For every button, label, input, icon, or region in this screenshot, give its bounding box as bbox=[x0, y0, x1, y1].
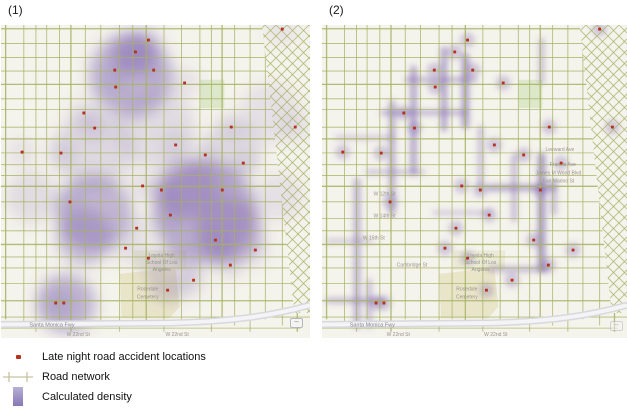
map-attribution-icon: – bbox=[610, 321, 623, 331]
svg-text:Cemetery: Cemetery bbox=[456, 295, 478, 301]
legend: Late night road accident locations Road … bbox=[0, 347, 206, 407]
svg-text:Cemetery: Cemetery bbox=[137, 295, 159, 301]
svg-text:Loyola High: Loyola High bbox=[148, 253, 175, 259]
panel-kernel-density: (1) Loyola High School Of Los Angeles Rosed… bbox=[1, 0, 310, 340]
freeway bbox=[322, 301, 627, 329]
legend-label-accidents: Late night road accident locations bbox=[42, 350, 206, 363]
svg-text:Francis Ave: Francis Ave bbox=[550, 162, 576, 168]
legend-item-density: Calculated density bbox=[0, 387, 206, 406]
svg-text:Santa Monica Fwy: Santa Monica Fwy bbox=[29, 323, 74, 329]
svg-text:Santa Monica Fwy: Santa Monica Fwy bbox=[350, 323, 395, 329]
svg-text:Loyola High: Loyola High bbox=[467, 253, 494, 259]
svg-text:Angeles: Angeles bbox=[472, 267, 491, 273]
svg-text:W 22nd St: W 22nd St bbox=[484, 332, 508, 338]
panel-2-label: (2) bbox=[329, 3, 344, 17]
panel-1-label: (1) bbox=[8, 3, 23, 17]
svg-text:Leeward Ave: Leeward Ave bbox=[545, 147, 574, 153]
svg-text:W 15th St: W 15th St bbox=[363, 235, 386, 241]
road-line-icon bbox=[0, 370, 36, 384]
svg-text:Rosedale: Rosedale bbox=[137, 286, 158, 292]
map-attribution-icon: – bbox=[290, 318, 303, 328]
svg-text:Cambridge St: Cambridge St bbox=[397, 263, 428, 269]
svg-text:School Of Los: School Of Los bbox=[465, 260, 497, 266]
svg-text:San Marino St: San Marino St bbox=[543, 178, 575, 184]
svg-text:W 22nd St: W 22nd St bbox=[387, 332, 411, 338]
road-network-layer bbox=[1, 25, 310, 332]
svg-text:Rosedale: Rosedale bbox=[456, 286, 477, 292]
svg-text:School Of Los: School Of Los bbox=[146, 260, 178, 266]
svg-text:W 22nd St: W 22nd St bbox=[67, 332, 91, 338]
svg-text:Angeles: Angeles bbox=[153, 267, 172, 273]
svg-text:James M Wood Blvd: James M Wood Blvd bbox=[535, 170, 581, 176]
accident-point-icon bbox=[0, 354, 36, 359]
road-network-layer bbox=[322, 25, 627, 332]
legend-label-density: Calculated density bbox=[42, 390, 132, 403]
kernel-density-map: Loyola High School Of Los Angeles Rosedale C… bbox=[1, 25, 310, 338]
freeway bbox=[1, 301, 310, 329]
svg-text:W 12th St: W 12th St bbox=[374, 192, 397, 198]
panel-network-density: (2) Loyola High School Of Los Angeles Rosed… bbox=[322, 0, 627, 340]
accident-points-layer bbox=[20, 27, 297, 305]
density-swatch-icon bbox=[0, 387, 36, 406]
accident-points-layer bbox=[341, 27, 614, 305]
legend-label-road-network: Road network bbox=[42, 370, 110, 383]
svg-text:W 22nd St: W 22nd St bbox=[165, 332, 189, 338]
legend-item-road-network: Road network bbox=[0, 367, 206, 386]
legend-item-accidents: Late night road accident locations bbox=[0, 347, 206, 366]
svg-text:W 14th St: W 14th St bbox=[374, 213, 397, 219]
network-density-map: Loyola High School Of Los Angeles Rosedale C… bbox=[322, 25, 627, 338]
